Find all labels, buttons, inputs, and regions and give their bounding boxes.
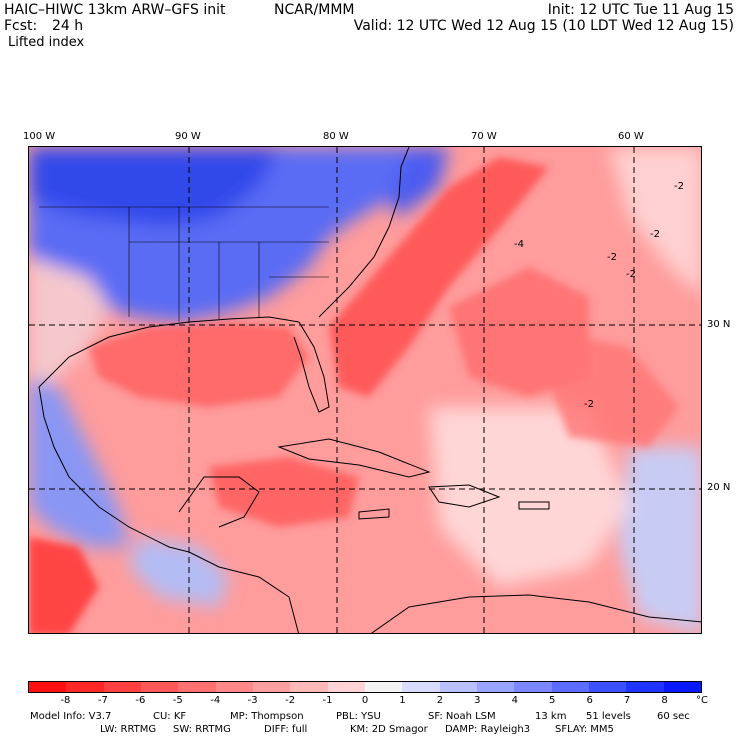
footer-item: PBL: YSU — [336, 711, 381, 722]
colorbar-swatch — [514, 682, 552, 692]
neutral-region-atlantic — [609, 147, 701, 296]
coastline-central-america — [188, 551, 299, 633]
footer-item: SF: Noah LSM — [428, 711, 496, 722]
colorbar-swatch — [402, 682, 440, 692]
footer-item: CU: KF — [153, 711, 187, 722]
colorbar-tick-label: 6 — [586, 695, 593, 706]
colorbar-tick-label: -6 — [135, 695, 146, 706]
colorbar-swatch — [103, 682, 141, 692]
footer-item: DIFF: full — [264, 724, 308, 735]
unstable-band-gulf — [89, 322, 309, 407]
colorbar-swatch — [588, 682, 627, 692]
colorbar-swatch — [178, 682, 216, 692]
colorbar-tick-label: 7 — [623, 695, 631, 706]
colorbar-tick-label: 5 — [549, 695, 556, 706]
model-title: HAIC–HIWC 13km ARW–GFS init — [4, 2, 226, 18]
colorbar-tick-label: -3 — [247, 695, 258, 706]
neutral-region-texas — [29, 257, 109, 387]
coastline-mexico — [38, 386, 190, 553]
colorbar-tick-label: -8 — [60, 695, 71, 706]
coastline-jamaica — [358, 508, 390, 520]
coastline-yucatan — [178, 476, 260, 528]
map-canvas: -2 -2 -2 -2 -2 -4 — [29, 147, 701, 633]
lat-label-20n: 20 N — [707, 482, 731, 493]
unstable-band-sw-corner — [29, 537, 99, 633]
unstable-band-atlantic — [329, 157, 549, 397]
colorbar-tick-label: 4 — [511, 695, 518, 706]
colorbar-swatch — [476, 682, 515, 692]
footer-item: LW: RRTMG — [100, 724, 157, 735]
forecast-hour: 24 h — [52, 18, 84, 34]
colorbar-tick-label: -5 — [172, 695, 183, 706]
unstable-band-east — [529, 327, 679, 447]
colorbar-tick-label: -1 — [322, 695, 333, 706]
footer-item: SFLAY: MM5 — [555, 724, 614, 735]
stable-region-atlantic-se — [619, 447, 701, 633]
stable-region-central-america — [129, 537, 229, 607]
colorbar-swatch — [290, 682, 328, 692]
lon-label-100w: 100 W — [23, 131, 56, 142]
colorbar-swatch — [626, 682, 664, 692]
footer-item: 60 sec — [657, 711, 690, 722]
colorbar-swatch — [252, 682, 291, 692]
footer-item: SW: RRTMG — [173, 724, 231, 735]
neutral-region-caribbean — [429, 407, 629, 587]
footer-item: 13 km — [535, 711, 567, 722]
colorbar-tick-label: -4 — [210, 695, 221, 706]
colorbar — [28, 681, 702, 693]
colorbar-tick-label: 2 — [436, 695, 444, 706]
coastline-east-us — [318, 147, 410, 318]
colorbar-unit: °C — [696, 695, 708, 706]
lifted-index-map: -2 -2 -2 -2 -2 -4 — [28, 146, 702, 634]
lon-label-90w: 90 W — [175, 131, 201, 142]
stable-region-east — [389, 147, 449, 217]
contour-label: -2 — [626, 269, 636, 280]
lon-label-80w: 80 W — [323, 131, 349, 142]
lat-label-30n: 30 N — [707, 319, 731, 330]
footer-item: Model Info: V3.7 — [30, 711, 112, 722]
colorbar-swatch — [663, 682, 701, 692]
colorbar-swatch — [327, 682, 365, 692]
lon-label-70w: 70 W — [471, 131, 497, 142]
coastline-florida — [293, 321, 330, 413]
contour-label: -2 — [584, 399, 594, 410]
contour-label: -2 — [650, 229, 660, 240]
unstable-band-yucatan — [209, 457, 359, 527]
colorbar-tick-label: -7 — [97, 695, 108, 706]
contour-label: -2 — [674, 181, 684, 192]
footer-item: 51 levels — [586, 711, 631, 722]
colorbar-swatch — [439, 682, 477, 692]
colorbar-tick-label: -2 — [285, 695, 296, 706]
footer-item: KM: 2D Smagor — [350, 724, 428, 735]
field-name: Lifted index — [8, 35, 85, 50]
contour-label: -2 — [607, 252, 617, 263]
colorbar-swatch — [66, 682, 104, 692]
coastline-puerto-rico — [518, 501, 550, 510]
lon-label-60w: 60 W — [618, 131, 644, 142]
valid-time: Valid: 12 UTC Wed 12 Aug 15 (10 LDT Wed … — [353, 18, 734, 34]
forecast-label: Fcst: — [4, 18, 38, 34]
footer-item: DAMP: Rayleigh3 — [445, 724, 531, 735]
state-borders — [39, 206, 329, 322]
colorbar-swatch — [364, 682, 403, 692]
colorbar-swatch — [215, 682, 253, 692]
colorbar-swatch — [29, 682, 67, 692]
stable-region-west-mexico — [29, 377, 129, 547]
colorbar-tick-label: 3 — [474, 695, 481, 706]
footer-item: MP: Thompson — [230, 711, 304, 722]
colorbar-tick-label: 1 — [399, 695, 406, 706]
colorbar-tick-label: 0 — [361, 695, 369, 706]
contour-label: -4 — [514, 239, 524, 250]
init-time: Init: 12 UTC Tue 11 Aug 15 — [547, 2, 734, 18]
coastline-south-america — [370, 594, 701, 633]
colorbar-tick-label: 8 — [661, 695, 668, 706]
colorbar-swatch — [140, 682, 179, 692]
colorbar-swatch — [551, 682, 589, 692]
org-label: NCAR/MMM — [274, 2, 355, 18]
